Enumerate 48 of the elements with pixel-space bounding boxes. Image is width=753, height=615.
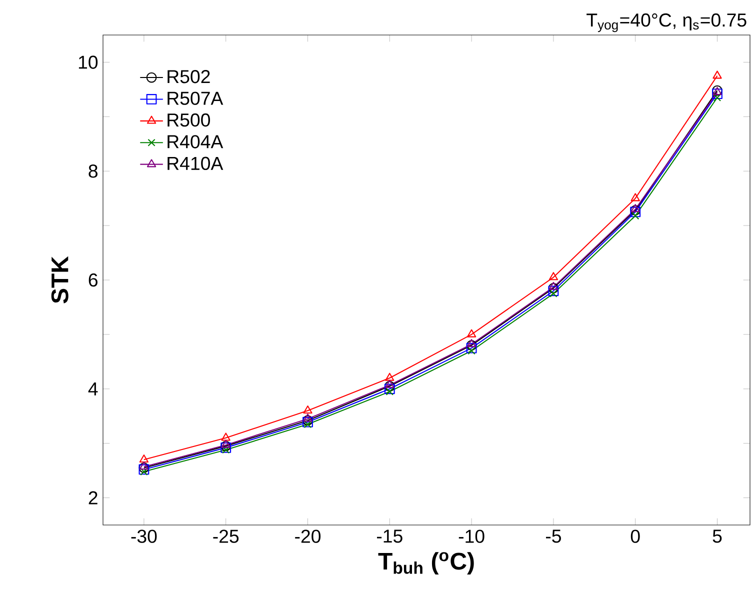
y-tick-label: 4 <box>88 382 98 396</box>
x-tick-label: -20 <box>295 530 321 543</box>
point <box>222 446 230 454</box>
point <box>466 329 476 338</box>
point <box>140 468 148 476</box>
point <box>385 380 394 388</box>
x-tick-label: -15 <box>377 530 402 543</box>
point <box>303 405 312 414</box>
point <box>632 212 640 220</box>
point <box>384 380 395 392</box>
point <box>466 342 477 354</box>
x-tick-label: -5 <box>546 530 561 543</box>
legend-label: R404A <box>168 135 224 148</box>
chart-title: T$_{yog}$=40°C, η$_{s}$=0.75 <box>586 13 746 32</box>
point <box>139 454 149 463</box>
point <box>712 88 722 100</box>
x-tick-label: -10 <box>458 530 484 543</box>
y-tick-label: 8 <box>88 164 98 178</box>
point <box>303 414 312 422</box>
point <box>630 204 640 212</box>
point <box>386 388 394 396</box>
y-axis-title: STK <box>51 256 68 304</box>
point <box>712 70 722 79</box>
point <box>221 432 230 441</box>
point <box>466 339 476 348</box>
x-tick-label: 0 <box>630 530 640 543</box>
legend-label: R507A <box>168 92 224 105</box>
legend-label: R500 <box>168 113 210 127</box>
point <box>548 272 558 280</box>
y-tick-label: 10 <box>78 56 98 69</box>
legend-label: R502 <box>168 70 210 84</box>
point <box>139 462 149 470</box>
legend-label: R410A <box>168 156 224 170</box>
point <box>548 282 558 290</box>
y-tick-label: 2 <box>88 491 98 504</box>
point <box>304 420 312 428</box>
point <box>468 346 476 355</box>
point <box>548 286 559 296</box>
text: T$_{buh}$ ($^{o}$C) <box>378 552 474 574</box>
point <box>630 193 640 202</box>
x-tick-label: -25 <box>213 530 239 543</box>
x-tick-label: -30 <box>131 530 157 543</box>
point <box>221 440 230 448</box>
point <box>385 372 394 381</box>
x-tick-label: 5 <box>712 530 722 543</box>
y-tick-label: 6 <box>88 273 98 287</box>
point <box>550 290 558 298</box>
point <box>384 384 395 394</box>
